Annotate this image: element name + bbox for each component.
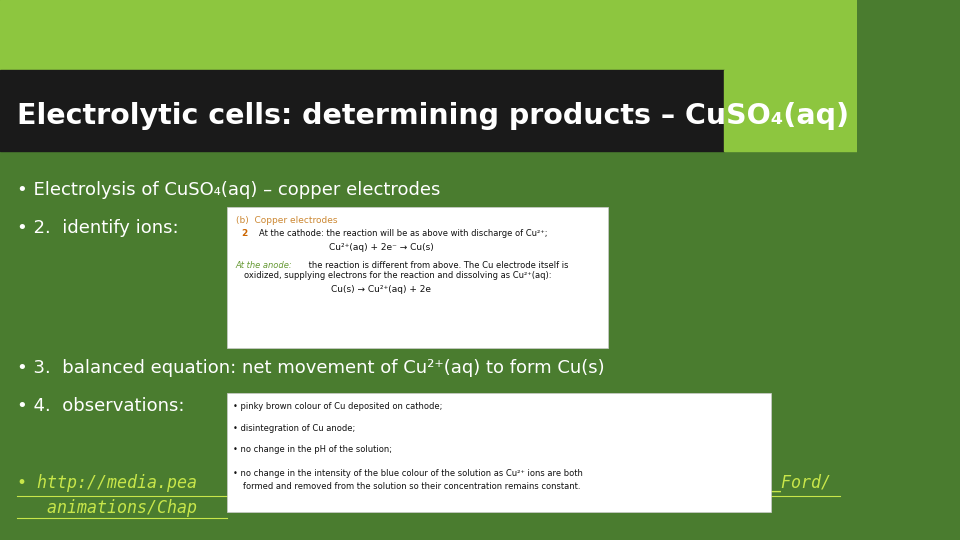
Text: • disintegration of Cu anode;: • disintegration of Cu anode; <box>233 424 355 433</box>
Text: • no change in the intensity of the blue colour of the solution as Cu²⁺ ions are: • no change in the intensity of the blue… <box>233 469 583 478</box>
Text: • 2.  identify ions:: • 2. identify ions: <box>17 219 179 237</box>
FancyBboxPatch shape <box>228 207 609 348</box>
Text: (b)  Copper electrodes: (b) Copper electrodes <box>235 216 337 225</box>
FancyBboxPatch shape <box>228 393 771 512</box>
Text: Cu²⁺(aq) + 2e⁻ → Cu(s): Cu²⁺(aq) + 2e⁻ → Cu(s) <box>329 243 434 252</box>
Text: formed and removed from the solution so their concentration remains constant.: formed and removed from the solution so … <box>243 482 580 491</box>
Bar <box>724 70 857 151</box>
Text: • Electrolysis of CuSO₄(aq) – copper electrodes: • Electrolysis of CuSO₄(aq) – copper ele… <box>17 181 441 199</box>
Text: At the cathode: the reaction will be as above with discharge of Cu²⁺;: At the cathode: the reaction will be as … <box>259 229 547 238</box>
Text: • 4.  observations:: • 4. observations: <box>17 397 184 415</box>
Text: the reaction is different from above. The Cu electrode itself is: the reaction is different from above. Th… <box>306 261 568 271</box>
Text: animations/Chap: animations/Chap <box>17 498 197 517</box>
Text: • pinky brown colour of Cu deposited on cathode;: • pinky brown colour of Cu deposited on … <box>233 402 443 411</box>
Text: Cu(s) → Cu²⁺(aq) + 2e: Cu(s) → Cu²⁺(aq) + 2e <box>331 285 431 294</box>
Text: • 3.  balanced equation: net movement of Cu²⁺(aq) to form Cu(s): • 3. balanced equation: net movement of … <box>17 359 605 377</box>
Text: 2: 2 <box>242 229 248 238</box>
Text: • http://media.pea: • http://media.pea <box>17 474 197 492</box>
Bar <box>0 70 724 151</box>
Text: own_Ford/: own_Ford/ <box>741 474 831 492</box>
Text: oxidized, supplying electrons for the reaction and dissolving as Cu²⁺(aq):: oxidized, supplying electrons for the re… <box>244 271 552 280</box>
Text: Electrolytic cells: determining products – CuSO₄(aq): Electrolytic cells: determining products… <box>17 102 850 130</box>
Text: At the anode:: At the anode: <box>235 261 293 271</box>
Text: • no change in the pH of the solution;: • no change in the pH of the solution; <box>233 446 392 455</box>
Bar <box>0 0 857 70</box>
